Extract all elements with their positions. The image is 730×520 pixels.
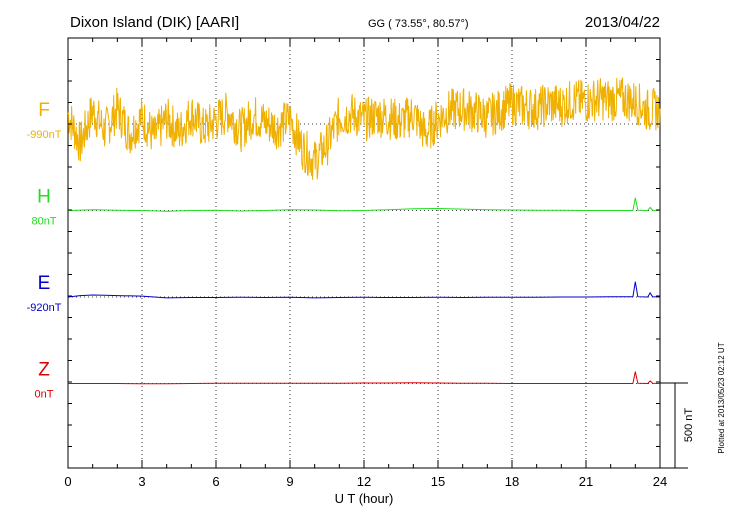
x-tick-label: 9 — [286, 474, 293, 489]
series-line-e — [67, 281, 661, 299]
x-tick-label: 15 — [431, 474, 445, 489]
series-line-h — [67, 197, 661, 212]
scale-bar: 500 nT — [660, 382, 695, 469]
x-tick-label: 6 — [212, 474, 219, 489]
grid-lines — [68, 38, 660, 468]
x-tick-label: 24 — [653, 474, 667, 489]
x-axis-ticks: 0 3 6 9 12 15 18 21 24 — [64, 38, 667, 489]
series-baseline-z: 0nT — [35, 389, 54, 401]
x-tick-label: 12 — [357, 474, 371, 489]
series-baseline-f: -990nT — [27, 129, 62, 141]
series-name-z: Z — [38, 360, 50, 381]
x-tick-label: 18 — [505, 474, 519, 489]
x-axis-label: U T (hour) — [335, 491, 394, 506]
x-tick-label: 0 — [64, 474, 71, 489]
x-tick-label: 3 — [138, 474, 145, 489]
station-title: Dixon Island (DIK) [AARI] — [70, 14, 239, 31]
x-tick-label: 21 — [579, 474, 593, 489]
series-labels: F -990nT H 80nT E -920nT Z 0nT — [27, 100, 62, 401]
coordinates-label: GG ( 73.55°, 80.57°) — [368, 18, 469, 30]
series-name-f: F — [38, 100, 50, 121]
series-baseline-e: -920nT — [27, 302, 62, 314]
series-name-e: E — [38, 273, 51, 294]
date-label: 2013/04/22 — [585, 14, 660, 31]
scale-bar-label: 500 nT — [683, 408, 695, 443]
series-name-h: H — [37, 187, 51, 208]
series-line-f — [67, 77, 661, 180]
series-lines — [67, 77, 661, 385]
plotted-timestamp: Plotted at 2013/05/23 02:12 UT — [717, 342, 726, 453]
series-line-z — [68, 371, 661, 385]
series-baseline-h: 80nT — [31, 216, 56, 228]
